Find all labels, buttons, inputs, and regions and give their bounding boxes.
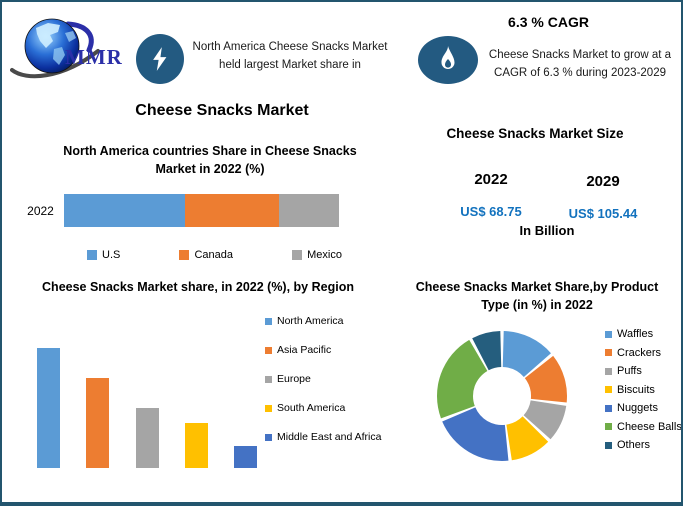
legend-item-puffs: Puffs — [605, 365, 681, 377]
market-size-unit: In Billion — [519, 223, 575, 238]
donut-slice-cheese-balls — [437, 339, 488, 419]
middle-east-africa-swatch — [265, 433, 272, 441]
cheese-balls-swatch — [605, 423, 612, 430]
market-size-value-2022: US$ 68.75 — [460, 204, 522, 219]
north-america-swatch — [265, 317, 272, 325]
middle-east-africa-label: Middle East and Africa — [277, 431, 382, 443]
biscuits-swatch — [605, 386, 612, 393]
south-america-label: South America — [277, 402, 346, 414]
south-america-swatch — [265, 404, 272, 412]
region-legend: North America Asia Pacific Europe South … — [265, 315, 381, 443]
cagr-note-text: Cheese Snacks Market to grow at a CAGR o… — [488, 49, 672, 79]
legend-item-us: U.S — [87, 249, 120, 261]
nuggets-label: Nuggets — [617, 402, 658, 414]
brand-text: MMR — [65, 45, 123, 69]
na-countries-stacked-bar — [64, 194, 339, 227]
stacked-segment-canada — [185, 194, 279, 227]
product-type-donut — [437, 331, 568, 462]
stacked-segment-us — [64, 194, 185, 227]
product-type-legend: Waffles Crackers Puffs Biscuits Nuggets … — [605, 328, 682, 451]
market-size-value-2029: US$ 105.44 — [568, 206, 638, 221]
legend-item-biscuits: Biscuits — [605, 383, 681, 396]
north-america-label: North America — [277, 315, 344, 327]
flame-badge — [418, 36, 478, 84]
donut-slice-nuggets — [442, 407, 509, 462]
legend-item-nuggets: Nuggets — [605, 402, 681, 414]
donut-slice-crackers — [524, 355, 568, 403]
region-bar-europe — [135, 408, 159, 468]
europe-label: Europe — [277, 373, 311, 385]
canada-swatch — [179, 250, 190, 260]
cagr-heading: 6.3 % CAGR — [508, 14, 589, 30]
globe-swoosh-logo-icon — [10, 18, 100, 79]
legend-item-south-america: South America — [265, 402, 381, 414]
na-countries-stacked-bar-row: 2022 — [17, 194, 339, 227]
market-size-col-2022: 2022 US$ 68.75 — [431, 171, 551, 219]
asia-pacific-label: Asia Pacific — [277, 344, 332, 356]
lightning-badge — [136, 34, 184, 84]
region-bar-middle-east-and-africa — [234, 445, 257, 468]
waffles-swatch — [605, 330, 612, 338]
page-title: Cheese Snacks Market — [135, 102, 309, 119]
legend-item-cheese-balls: Cheese Balls — [605, 420, 682, 433]
flame-icon — [441, 46, 455, 69]
donut-slice-waffles — [502, 331, 551, 377]
na-countries-legend: U.S Canada Mexico — [87, 249, 342, 261]
others-swatch — [605, 441, 612, 449]
market-size-year-2029: 2029 — [586, 173, 620, 190]
mexico-swatch — [292, 250, 303, 260]
asia-pacific-swatch — [265, 346, 272, 354]
legend-item-north-america: North America — [265, 315, 381, 327]
legend-item-middle-east-africa: Middle East and Africa — [265, 431, 381, 443]
donut-slice-puffs — [523, 400, 567, 440]
region-bar-north-america — [37, 348, 60, 468]
na-countries-chart-title: North America countries Share in Cheese … — [63, 144, 357, 176]
waffles-label: Waffles — [617, 328, 654, 340]
crackers-swatch — [605, 349, 612, 356]
nuggets-swatch — [605, 404, 612, 412]
market-size-year-2022: 2022 — [474, 171, 508, 188]
legend-item-europe: Europe — [265, 373, 381, 385]
legend-item-crackers: Crackers — [605, 346, 681, 359]
region-bar-asia-pacific — [86, 378, 110, 468]
stacked-segment-mexico — [278, 194, 339, 227]
others-label: Others — [617, 439, 651, 451]
lightning-icon — [153, 47, 167, 71]
product-type-chart-title: Cheese Snacks Market Share,by Product Ty… — [415, 280, 659, 312]
na-countries-category-label: 2022 — [27, 203, 54, 218]
region-bar-plot — [27, 333, 267, 468]
puffs-swatch — [605, 367, 612, 375]
market-size-title: Cheese Snacks Market Size — [446, 126, 624, 141]
canada-label: Canada — [194, 249, 234, 261]
crackers-label: Crackers — [617, 346, 662, 359]
market-size-col-2029: 2029 US$ 105.44 — [543, 173, 663, 221]
legend-item-mexico: Mexico — [292, 249, 342, 261]
legend-item-asia-pacific: Asia Pacific — [265, 344, 381, 356]
mexico-label: Mexico — [307, 249, 342, 261]
us-swatch — [87, 250, 97, 260]
europe-swatch — [265, 375, 272, 383]
donut-slice-biscuits — [506, 416, 549, 461]
us-label: U.S — [102, 249, 121, 261]
legend-item-waffles: Waffles — [605, 328, 681, 340]
cheese-balls-label: Cheese Balls — [617, 420, 682, 433]
donut-slice-others — [472, 331, 502, 371]
puffs-label: Puffs — [617, 365, 642, 377]
region-bar-south-america — [184, 423, 208, 468]
region-chart-title: Cheese Snacks Market share, in 2022 (%),… — [42, 280, 354, 294]
biscuits-label: Biscuits — [617, 383, 655, 396]
legend-item-others: Others — [605, 439, 681, 451]
na-highlight-text: North America Cheese Snacks Market held … — [192, 41, 388, 71]
legend-item-canada: Canada — [179, 249, 233, 261]
